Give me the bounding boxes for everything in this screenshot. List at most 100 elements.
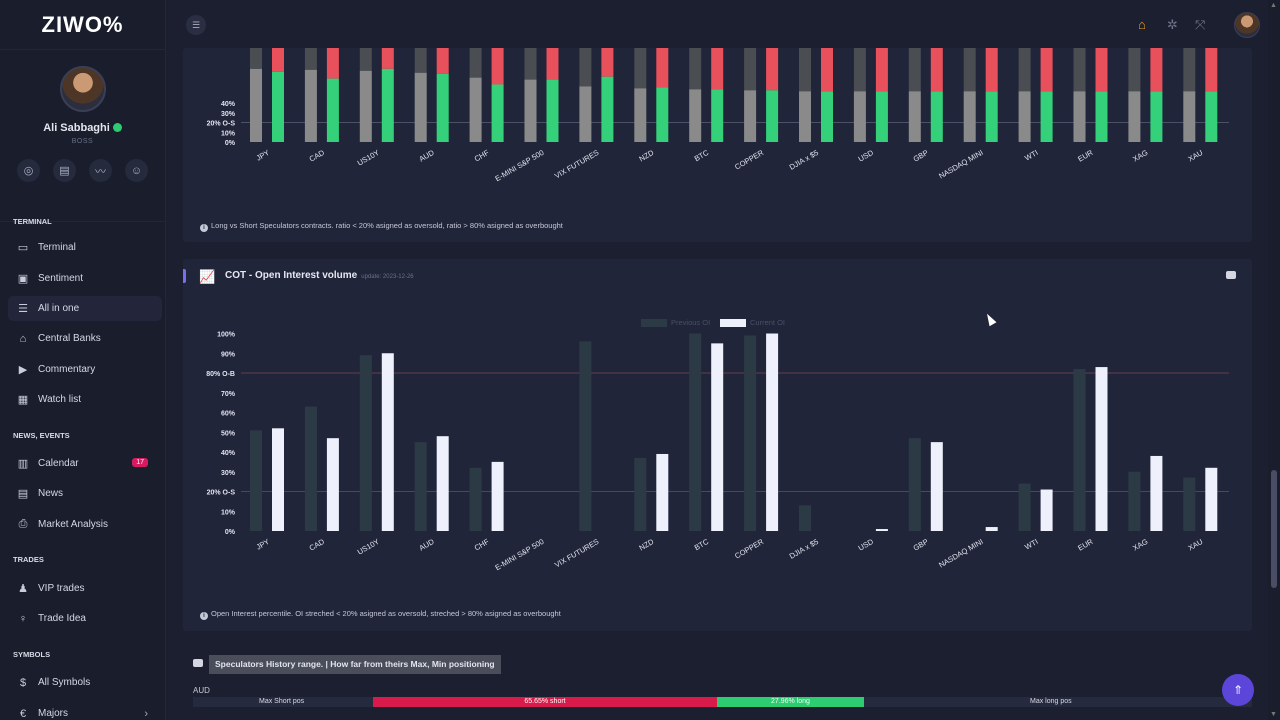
sidebar-item-all-in-one[interactable]: ☰ All in one — [8, 296, 162, 321]
sidebar-item-all-symbols[interactable]: $ All Symbols — [8, 670, 162, 695]
bar-current-short — [272, 48, 284, 72]
bar-current-short — [656, 48, 669, 88]
bar-previous-short — [1128, 48, 1141, 92]
camera-icon[interactable] — [1226, 271, 1236, 279]
bar-previous-oi — [579, 341, 592, 531]
support-icon[interactable]: ◎ — [17, 159, 40, 182]
camera-icon[interactable] — [193, 659, 203, 667]
sidebar-item-label: Sentiment — [38, 273, 84, 284]
bar-current-short — [1205, 48, 1218, 92]
x-tick-label: DJIA x $5 — [788, 148, 820, 172]
avatar[interactable] — [1234, 12, 1260, 38]
scroll-up-icon[interactable]: ▲ — [1270, 2, 1277, 9]
menu-toggle-button[interactable]: ☰ — [186, 15, 206, 35]
bar-previous-short — [414, 48, 427, 73]
bar-previous-short — [744, 48, 757, 91]
y-tick-label: 20% O-S — [207, 490, 236, 497]
y-tick-label: 30% — [221, 111, 236, 118]
y-tick-label: 10% — [221, 509, 236, 516]
bar-current-long — [326, 78, 339, 142]
legend-swatch-previous — [641, 319, 667, 327]
sidebar-item-label: Market Analysis — [38, 519, 109, 530]
bar-previous-short — [579, 48, 592, 87]
y-tick-label: 20% O-S — [207, 121, 236, 128]
max-short-label: Max Short pos — [259, 698, 305, 705]
bar-current-short — [381, 48, 394, 69]
bar-current-oi — [875, 529, 888, 531]
chart-note: Long vs Short Speculators contracts. rat… — [211, 221, 563, 230]
sidebar-item-majors[interactable]: € Majors › — [8, 701, 162, 720]
x-tick-label: GBP — [912, 537, 930, 553]
currency-icon: € — [19, 707, 27, 720]
sidebar-item-watch-list[interactable]: ▦ Watch list — [8, 387, 162, 412]
sidebar-item-market-analysis[interactable]: ⎙ Market Analysis — [8, 512, 162, 537]
sidebar-item-calendar[interactable]: ▥ Calendar 17 — [8, 451, 162, 476]
bar-previous-short — [689, 48, 702, 90]
x-tick-label: E-MINI S&P 500 — [493, 537, 545, 572]
nav-section-symbols: SYMBOLS — [13, 650, 51, 659]
bar-previous-short — [469, 48, 482, 78]
x-tick-label: NZD — [637, 148, 655, 164]
x-tick-label: CAD — [308, 148, 327, 164]
sidebar-item-label: Terminal — [38, 242, 76, 253]
scrollbar[interactable]: ▲ ▼ — [1268, 0, 1280, 720]
sidebar-item-trade-idea[interactable]: ♀ Trade Idea — [8, 606, 162, 631]
x-tick-label: COPPER — [733, 148, 765, 172]
bar-current-long — [1095, 91, 1108, 142]
sidebar-item-central-banks[interactable]: ⌂ Central Banks — [8, 326, 162, 351]
bar-current-long — [930, 91, 943, 142]
sidebar-item-vip-trades[interactable]: ♟ VIP trades — [8, 576, 162, 601]
y-tick-label: 80% O-B — [206, 371, 235, 378]
max-long-label: Max long pos — [1030, 698, 1072, 705]
open-interest-chart: 0% 10% 20% O-S 30% 40% 50% 60% 70% 80% O-B 90% 100… — [206, 318, 1229, 572]
bar-current-short — [875, 48, 888, 92]
y-tick-label: 50% — [221, 430, 236, 437]
sidebar-item-commentary[interactable]: ▶ Commentary — [8, 357, 162, 382]
y-tick-label: 40% — [221, 450, 236, 457]
bar-previous-short — [963, 48, 976, 92]
x-tick-label: AUD — [417, 537, 436, 553]
top-bar: ☰ ⌂ ✲ ⤧ — [166, 0, 1268, 50]
bar-previous-long — [799, 91, 811, 142]
bar-previous-oi — [469, 467, 482, 531]
sidebar-item-terminal[interactable]: ▭ Terminal — [8, 235, 162, 260]
user-icon[interactable]: ☺ — [125, 159, 148, 182]
document-icon[interactable]: ▤ — [53, 159, 76, 182]
bar-current-short — [326, 48, 339, 79]
bar-previous-long — [250, 68, 262, 142]
bank-icon[interactable]: ⌂ — [1138, 17, 1146, 32]
sidebar-item-sentiment[interactable]: ▣ Sentiment — [8, 266, 162, 291]
x-tick-label: BTC — [693, 148, 711, 164]
info-icon: i — [200, 612, 208, 620]
sidebar-item-news[interactable]: ▤ News — [8, 481, 162, 506]
bar-previous-long — [1183, 91, 1196, 142]
bar-current-long — [381, 68, 394, 142]
scroll-to-top-button[interactable]: ⇑ — [1222, 674, 1254, 706]
scroll-down-icon[interactable]: ▼ — [1270, 711, 1277, 718]
bar-current-short — [985, 48, 998, 92]
bar-previous-long — [579, 86, 592, 142]
bar-previous-long — [689, 89, 702, 142]
sidebar-item-label: Calendar — [38, 458, 79, 469]
bar-current-oi — [326, 438, 339, 531]
bar-previous-short — [853, 48, 866, 92]
bar-current-short — [1095, 48, 1108, 92]
bug-icon[interactable]: ✲ — [1167, 17, 1178, 32]
speculators-sentiment-chart: 0% 10% 20% O-S 30% 40% JPY CAD US10Y AUD CHF E-MIN… — [207, 48, 1229, 183]
scroll-thumb[interactable] — [1271, 470, 1277, 588]
brand-logo[interactable]: ZIWO% — [0, 0, 165, 50]
briefcase-icon: ▣ — [17, 273, 29, 285]
avatar[interactable] — [59, 66, 106, 112]
fullscreen-icon[interactable]: ⤧ — [1195, 17, 1206, 32]
x-tick-label: XAG — [1131, 148, 1149, 164]
long-segment: 27.96% long — [717, 697, 864, 707]
x-tick-label: JPY — [255, 148, 271, 163]
y-tick-label: 40% — [221, 101, 236, 108]
bar-current-oi — [381, 353, 394, 531]
chart-icon[interactable]: 〰 — [89, 159, 112, 182]
bar-current-long — [656, 87, 669, 142]
y-tick-label: 0% — [225, 140, 236, 147]
x-tick-label: DJIA x $5 — [788, 537, 820, 561]
x-tick-label: WTI — [1023, 148, 1039, 163]
chart-icon: 📈 — [199, 269, 216, 284]
